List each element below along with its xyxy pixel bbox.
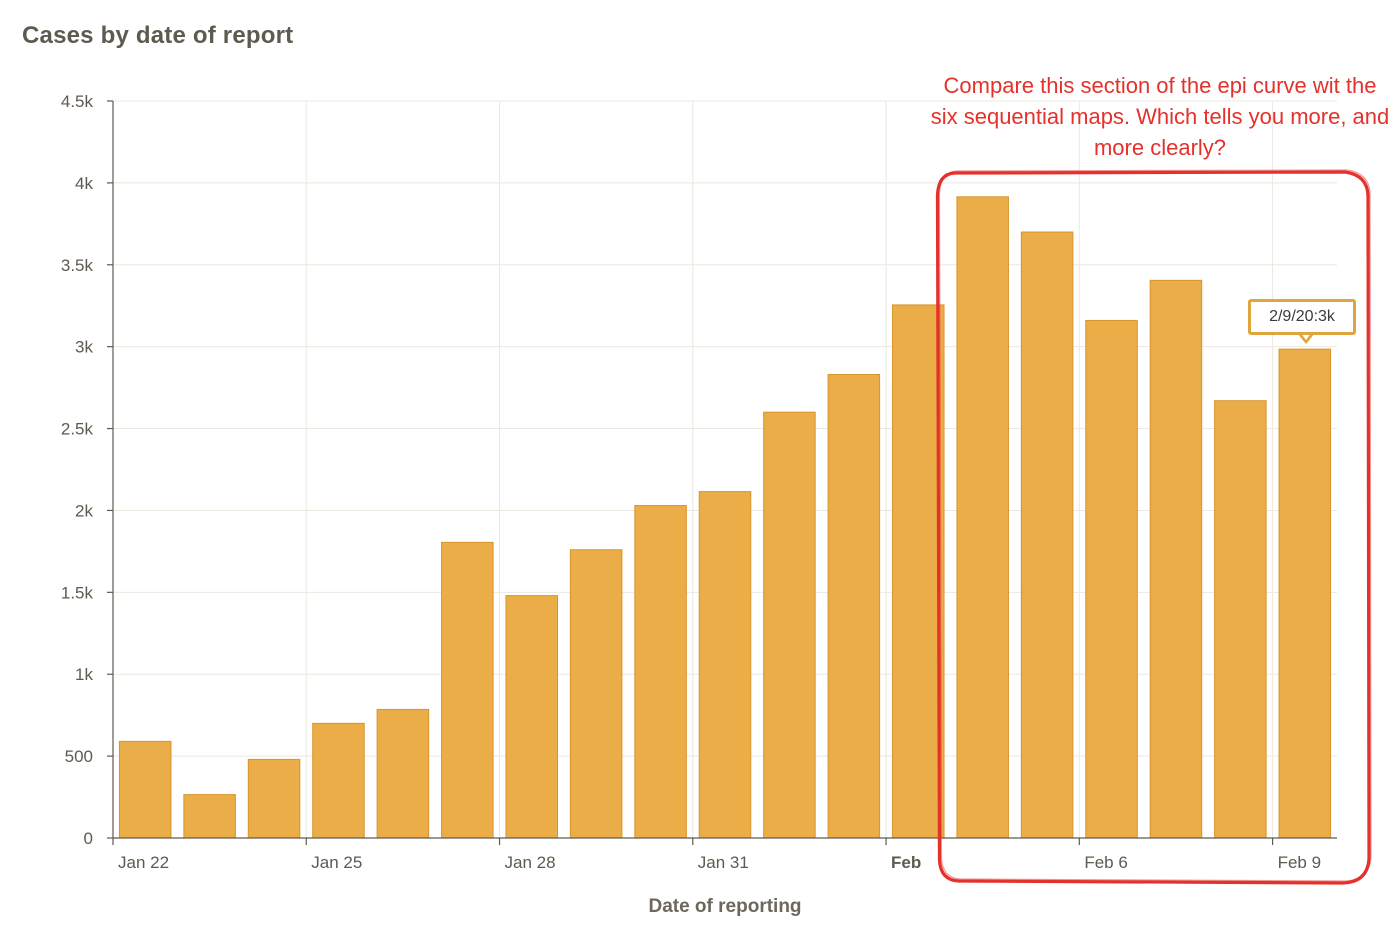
y-tick-label: 1.5k bbox=[61, 583, 94, 602]
bar-jan-24[interactable] bbox=[247, 758, 301, 839]
x-tick-label: Feb bbox=[891, 853, 921, 872]
bar-jan-22[interactable] bbox=[118, 740, 172, 839]
bar-feb-3[interactable] bbox=[891, 304, 945, 839]
bar-tooltip: 2/9/20:3k bbox=[1248, 299, 1356, 335]
bar-feb-2[interactable] bbox=[827, 374, 881, 839]
bar-jan-30[interactable] bbox=[634, 505, 687, 839]
y-tick-label: 1k bbox=[75, 665, 93, 684]
x-tick-label: Jan 22 bbox=[118, 853, 169, 872]
y-tick-label: 2k bbox=[75, 501, 93, 520]
axes bbox=[107, 100, 1337, 845]
highlight-box bbox=[935, 169, 1372, 885]
highlight-box-outline bbox=[935, 170, 1371, 885]
bar-jan-25[interactable] bbox=[312, 722, 365, 839]
y-tick-label: 0 bbox=[84, 829, 93, 848]
bar-jan-29[interactable] bbox=[569, 549, 623, 839]
y-tick-label: 500 bbox=[65, 747, 93, 766]
bar-feb-4[interactable] bbox=[956, 196, 1009, 839]
y-tick-label: 3k bbox=[75, 338, 93, 357]
bars bbox=[118, 196, 1332, 839]
bar-feb-7[interactable] bbox=[1149, 279, 1203, 839]
x-tick-label: Jan 31 bbox=[698, 853, 749, 872]
bar-jan-23[interactable] bbox=[183, 794, 236, 839]
y-tick-label: 4k bbox=[75, 174, 93, 193]
chart-title: Cases by date of report bbox=[22, 22, 294, 49]
x-tick-label: Feb 6 bbox=[1084, 853, 1127, 872]
tooltip-pointer-inner bbox=[1300, 332, 1312, 340]
bar-jan-26[interactable] bbox=[376, 708, 430, 839]
x-tick-label: Jan 25 bbox=[311, 853, 362, 872]
y-tick-label: 2.5k bbox=[61, 420, 94, 439]
x-tick-label: Jan 28 bbox=[505, 853, 556, 872]
bar-feb-5[interactable] bbox=[1020, 231, 1074, 839]
highlight-box-stroke2 bbox=[938, 169, 1372, 882]
bar-jan-31[interactable] bbox=[698, 491, 752, 839]
bar-feb-9[interactable] bbox=[1278, 348, 1332, 839]
bar-jan-27[interactable] bbox=[441, 541, 494, 839]
y-tick-label: 4.5k bbox=[61, 92, 94, 111]
annotation-text: Compare this section of the epi curve wi… bbox=[930, 73, 1390, 160]
bar-jan-28[interactable] bbox=[505, 595, 559, 839]
y-tick-label: 3.5k bbox=[61, 256, 94, 275]
tick-labels: 0 500 1k 1.5k 2k 2.5k 3k 3.5k 4k 4.5k Jan 22 Jan 25… bbox=[61, 92, 1321, 872]
bar-feb-6[interactable] bbox=[1085, 319, 1138, 839]
bar-feb-1[interactable] bbox=[763, 411, 816, 839]
x-axis-title: Date of reporting bbox=[648, 896, 801, 917]
bar-feb-8[interactable] bbox=[1214, 400, 1267, 839]
x-tick-label: Feb 9 bbox=[1278, 853, 1321, 872]
